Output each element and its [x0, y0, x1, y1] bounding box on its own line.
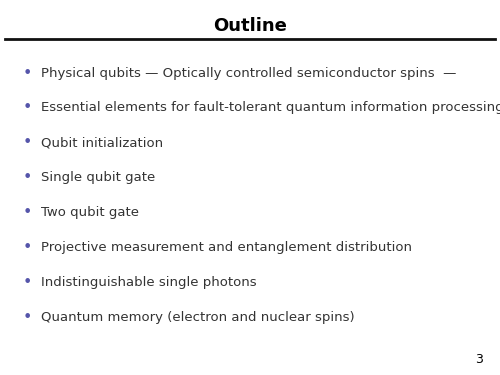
- Text: Indistinguishable single photons: Indistinguishable single photons: [41, 276, 256, 289]
- Text: Two qubit gate: Two qubit gate: [41, 206, 139, 219]
- Text: •: •: [23, 240, 32, 255]
- Text: Essential elements for fault-tolerant quantum information processing: Essential elements for fault-tolerant qu…: [41, 102, 500, 114]
- Text: Qubit initialization: Qubit initialization: [41, 136, 163, 149]
- Text: Outline: Outline: [213, 17, 287, 35]
- Text: •: •: [23, 205, 32, 220]
- Text: •: •: [23, 100, 32, 116]
- Text: 3: 3: [474, 352, 482, 366]
- Text: Quantum memory (electron and nuclear spins): Quantum memory (electron and nuclear spi…: [41, 311, 354, 324]
- Text: •: •: [23, 275, 32, 290]
- Text: Projective measurement and entanglement distribution: Projective measurement and entanglement …: [41, 241, 412, 254]
- Text: •: •: [23, 135, 32, 150]
- Text: Single qubit gate: Single qubit gate: [41, 171, 155, 184]
- Text: Physical qubits — Optically controlled semiconductor spins  —: Physical qubits — Optically controlled s…: [41, 67, 457, 80]
- Text: •: •: [23, 170, 32, 185]
- Text: •: •: [23, 66, 32, 81]
- Text: •: •: [23, 310, 32, 325]
